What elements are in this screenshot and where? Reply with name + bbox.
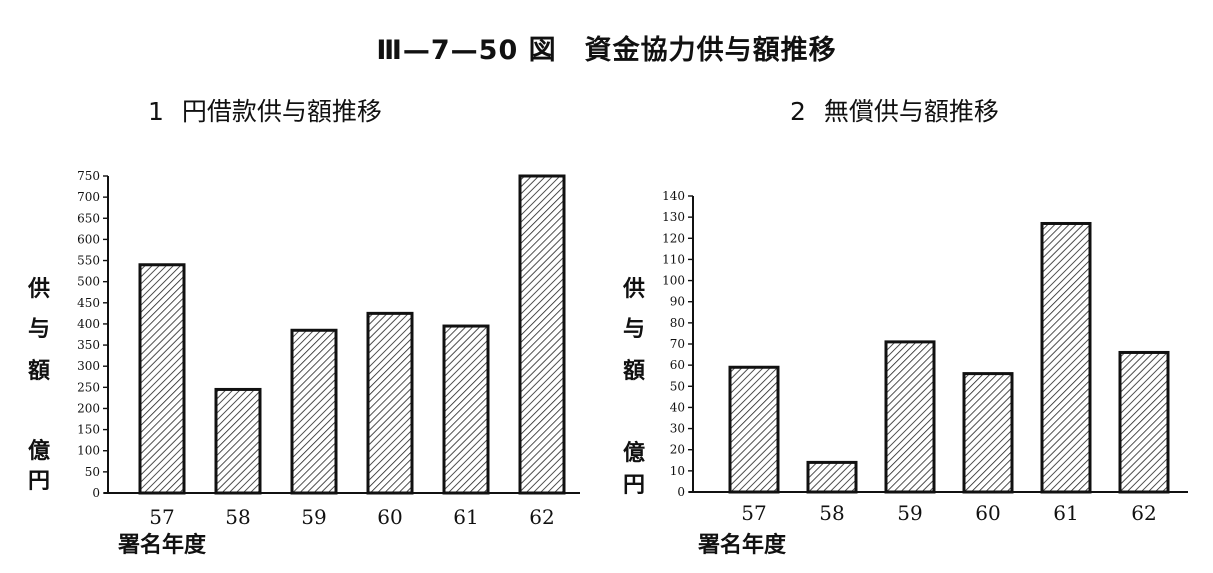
x-category-label: 57 — [741, 501, 766, 525]
y-tick-label: 700 — [77, 190, 100, 204]
y-tick-label: 80 — [670, 316, 685, 330]
chart-yen-loan: 0 50 100 150 200 250 300 350 400 450 500 550 600 650 7… — [27, 169, 580, 558]
x-category-label: 62 — [1131, 501, 1156, 525]
bar-59 — [290, 328, 338, 495]
panel-2-title-text: 無償供与額推移 — [823, 97, 999, 126]
y-tick-label: 100 — [77, 444, 100, 458]
bar-60 — [962, 372, 1014, 494]
panel-2-number: 2 — [790, 97, 806, 126]
panel-2-title: 2 無償供与額推移 — [790, 92, 999, 128]
y-tick-label: 750 — [77, 169, 100, 183]
panel-1-title-text: 円借款供与額推移 — [181, 97, 382, 126]
svg-text:供: 供 — [622, 276, 645, 302]
y-tick-label: 150 — [77, 423, 100, 437]
svg-text:億: 億 — [28, 438, 50, 464]
y-tick-label: 200 — [77, 401, 100, 415]
x-category-label: 62 — [529, 505, 554, 529]
x-category-label: 61 — [1053, 501, 1078, 525]
y-axis-unit: 億円 — [623, 440, 645, 498]
svg-text:円: 円 — [28, 469, 50, 494]
bar-62 — [1118, 350, 1170, 494]
x-category-label: 59 — [897, 501, 922, 525]
y-tick-label: 300 — [77, 359, 100, 373]
bar-61 — [1040, 221, 1092, 494]
panel-1-title: 1 円借款供与額推移 — [148, 92, 382, 128]
x-category-label: 60 — [975, 501, 1000, 525]
y-axis-label: 供与額 — [622, 276, 645, 384]
bar-62 — [518, 174, 566, 495]
x-category-label: 60 — [377, 505, 402, 529]
y-tick-label: 350 — [77, 338, 100, 352]
svg-text:与: 与 — [28, 317, 50, 342]
svg-text:円: 円 — [623, 473, 645, 498]
y-tick-label: 140 — [662, 189, 685, 203]
y-tick-label: 50 — [670, 379, 685, 393]
y-tick-label: 550 — [77, 254, 100, 268]
y-tick-label: 40 — [670, 400, 685, 414]
svg-text:与: 与 — [623, 317, 645, 342]
svg-text:額: 額 — [28, 358, 50, 384]
y-tick-label: 250 — [77, 380, 100, 394]
y-tick-label: 70 — [670, 337, 685, 351]
y-tick-label: 10 — [670, 464, 685, 478]
y-tick-label: 600 — [77, 232, 100, 246]
y-tick-label: 90 — [670, 295, 685, 309]
y-tick-label: 50 — [85, 465, 100, 479]
bar-57 — [728, 365, 780, 494]
y-tick-label: 650 — [77, 211, 100, 225]
y-tick-label: 20 — [670, 443, 685, 457]
y-tick-label: 0 — [92, 486, 100, 500]
svg-text:億: 億 — [623, 440, 645, 466]
y-tick-label: 130 — [662, 210, 685, 224]
bar-60 — [366, 311, 414, 495]
y-tick-label: 450 — [77, 296, 100, 310]
svg-text:供: 供 — [27, 276, 50, 302]
panel-1-number: 1 — [148, 97, 164, 126]
figure-title: Ⅲ—7—50 図 資金協力供与額推移 — [376, 35, 837, 66]
x-category-label: 59 — [301, 505, 326, 529]
x-category-label: 58 — [225, 505, 250, 529]
y-axis-label: 供与額 — [27, 276, 50, 384]
y-tick-label: 400 — [77, 317, 100, 331]
svg-text:額: 額 — [623, 358, 645, 384]
chart-grant-aid: 0 10 20 30 40 50 60 70 80 90 100 110 120 130 140 57 58 59… — [622, 189, 1188, 558]
x-axis-label: 署名年度 — [117, 532, 207, 558]
y-axis-unit: 億円 — [28, 438, 50, 494]
x-axis-label: 署名年度 — [697, 532, 787, 558]
y-tick-label: 60 — [670, 358, 685, 372]
y-tick-label: 30 — [670, 422, 685, 436]
bar-58 — [806, 460, 858, 494]
bar-61 — [442, 324, 490, 495]
bar-59 — [884, 340, 936, 494]
bar-58 — [214, 387, 262, 495]
x-category-label: 58 — [819, 501, 844, 525]
bar-57 — [138, 263, 186, 495]
x-category-label: 57 — [149, 505, 174, 529]
y-tick-label: 110 — [662, 252, 685, 266]
y-tick-label: 120 — [662, 231, 685, 245]
y-tick-label: 500 — [77, 275, 100, 289]
y-tick-label: 100 — [662, 274, 685, 288]
y-tick-label: 0 — [677, 485, 685, 499]
x-category-label: 61 — [453, 505, 478, 529]
